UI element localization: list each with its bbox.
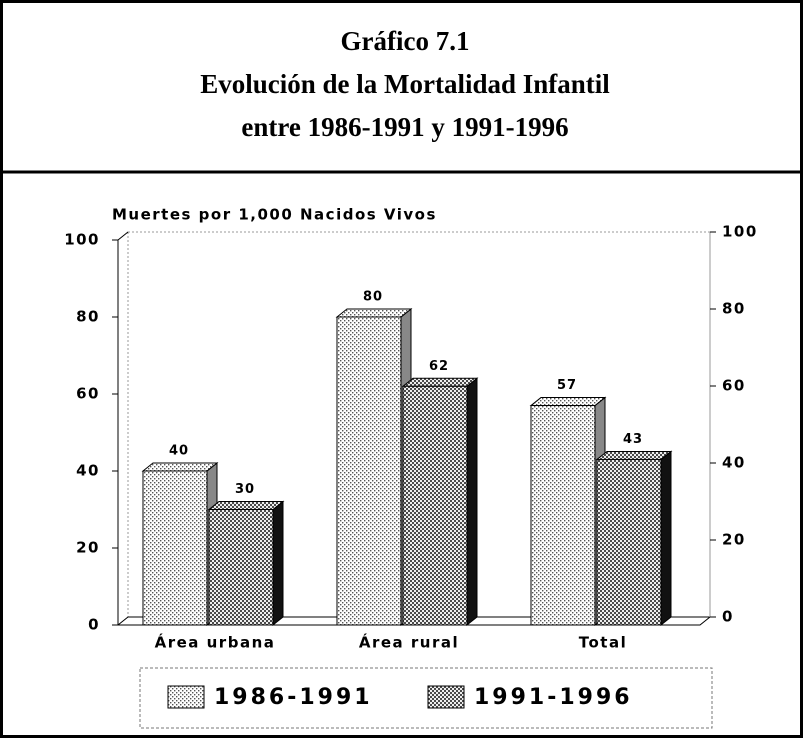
y2-tick-label: 0 — [722, 608, 734, 626]
y-tick-label: 80 — [76, 308, 100, 326]
y2-tick-label: 20 — [722, 531, 746, 549]
bar-side — [660, 450, 672, 627]
y-tick-label: 40 — [76, 462, 100, 480]
y-tick-label: 100 — [64, 231, 100, 249]
bar-side — [466, 377, 478, 627]
legend-box — [139, 667, 713, 729]
x-tick-label: Total — [579, 634, 627, 652]
legend-swatch — [427, 685, 465, 709]
bar — [530, 405, 596, 626]
y2-tick-label: 80 — [722, 300, 746, 318]
bar-top — [529, 397, 607, 407]
bar-top — [141, 462, 219, 472]
x-tick-label: Área rural — [359, 633, 459, 652]
legend-label: 1986-1991 — [214, 685, 373, 710]
data-label: 30 — [235, 482, 255, 497]
y2-tick-label: 60 — [722, 377, 746, 395]
data-label: 43 — [623, 432, 643, 447]
bar — [208, 509, 274, 626]
y-tick-label: 60 — [76, 385, 100, 403]
bar-side — [272, 500, 284, 627]
back-wall — [127, 231, 711, 618]
bar-top — [335, 308, 413, 318]
y-tick-label: 20 — [76, 539, 100, 557]
chart-title: Gráfico 7.1 — [341, 26, 470, 56]
bar — [402, 385, 468, 626]
y-axis-depth — [117, 231, 129, 241]
y2-tick-label: 100 — [722, 223, 758, 241]
data-label: 57 — [557, 378, 577, 393]
bar — [142, 470, 208, 626]
x-tick-label: Área urbana — [155, 633, 276, 652]
y-tick-label: 0 — [88, 616, 100, 634]
chart-title: Evolución de la Mortalidad Infantil — [200, 69, 610, 99]
bar-top — [401, 377, 479, 387]
y-axis-label: Muertes por 1,000 Nacidos Vivos — [112, 206, 437, 224]
data-label: 40 — [169, 444, 189, 459]
legend-swatch — [167, 685, 205, 709]
bar-top — [595, 450, 673, 460]
bar — [336, 316, 402, 626]
bar-top — [207, 501, 285, 510]
data-label: 80 — [363, 290, 383, 305]
legend-label: 1991-1996 — [474, 685, 633, 710]
y2-tick-label: 40 — [722, 454, 746, 472]
data-label: 62 — [429, 359, 449, 374]
bar — [596, 458, 662, 626]
chart-title: entre 1986-1991 y 1991-1996 — [241, 112, 568, 142]
